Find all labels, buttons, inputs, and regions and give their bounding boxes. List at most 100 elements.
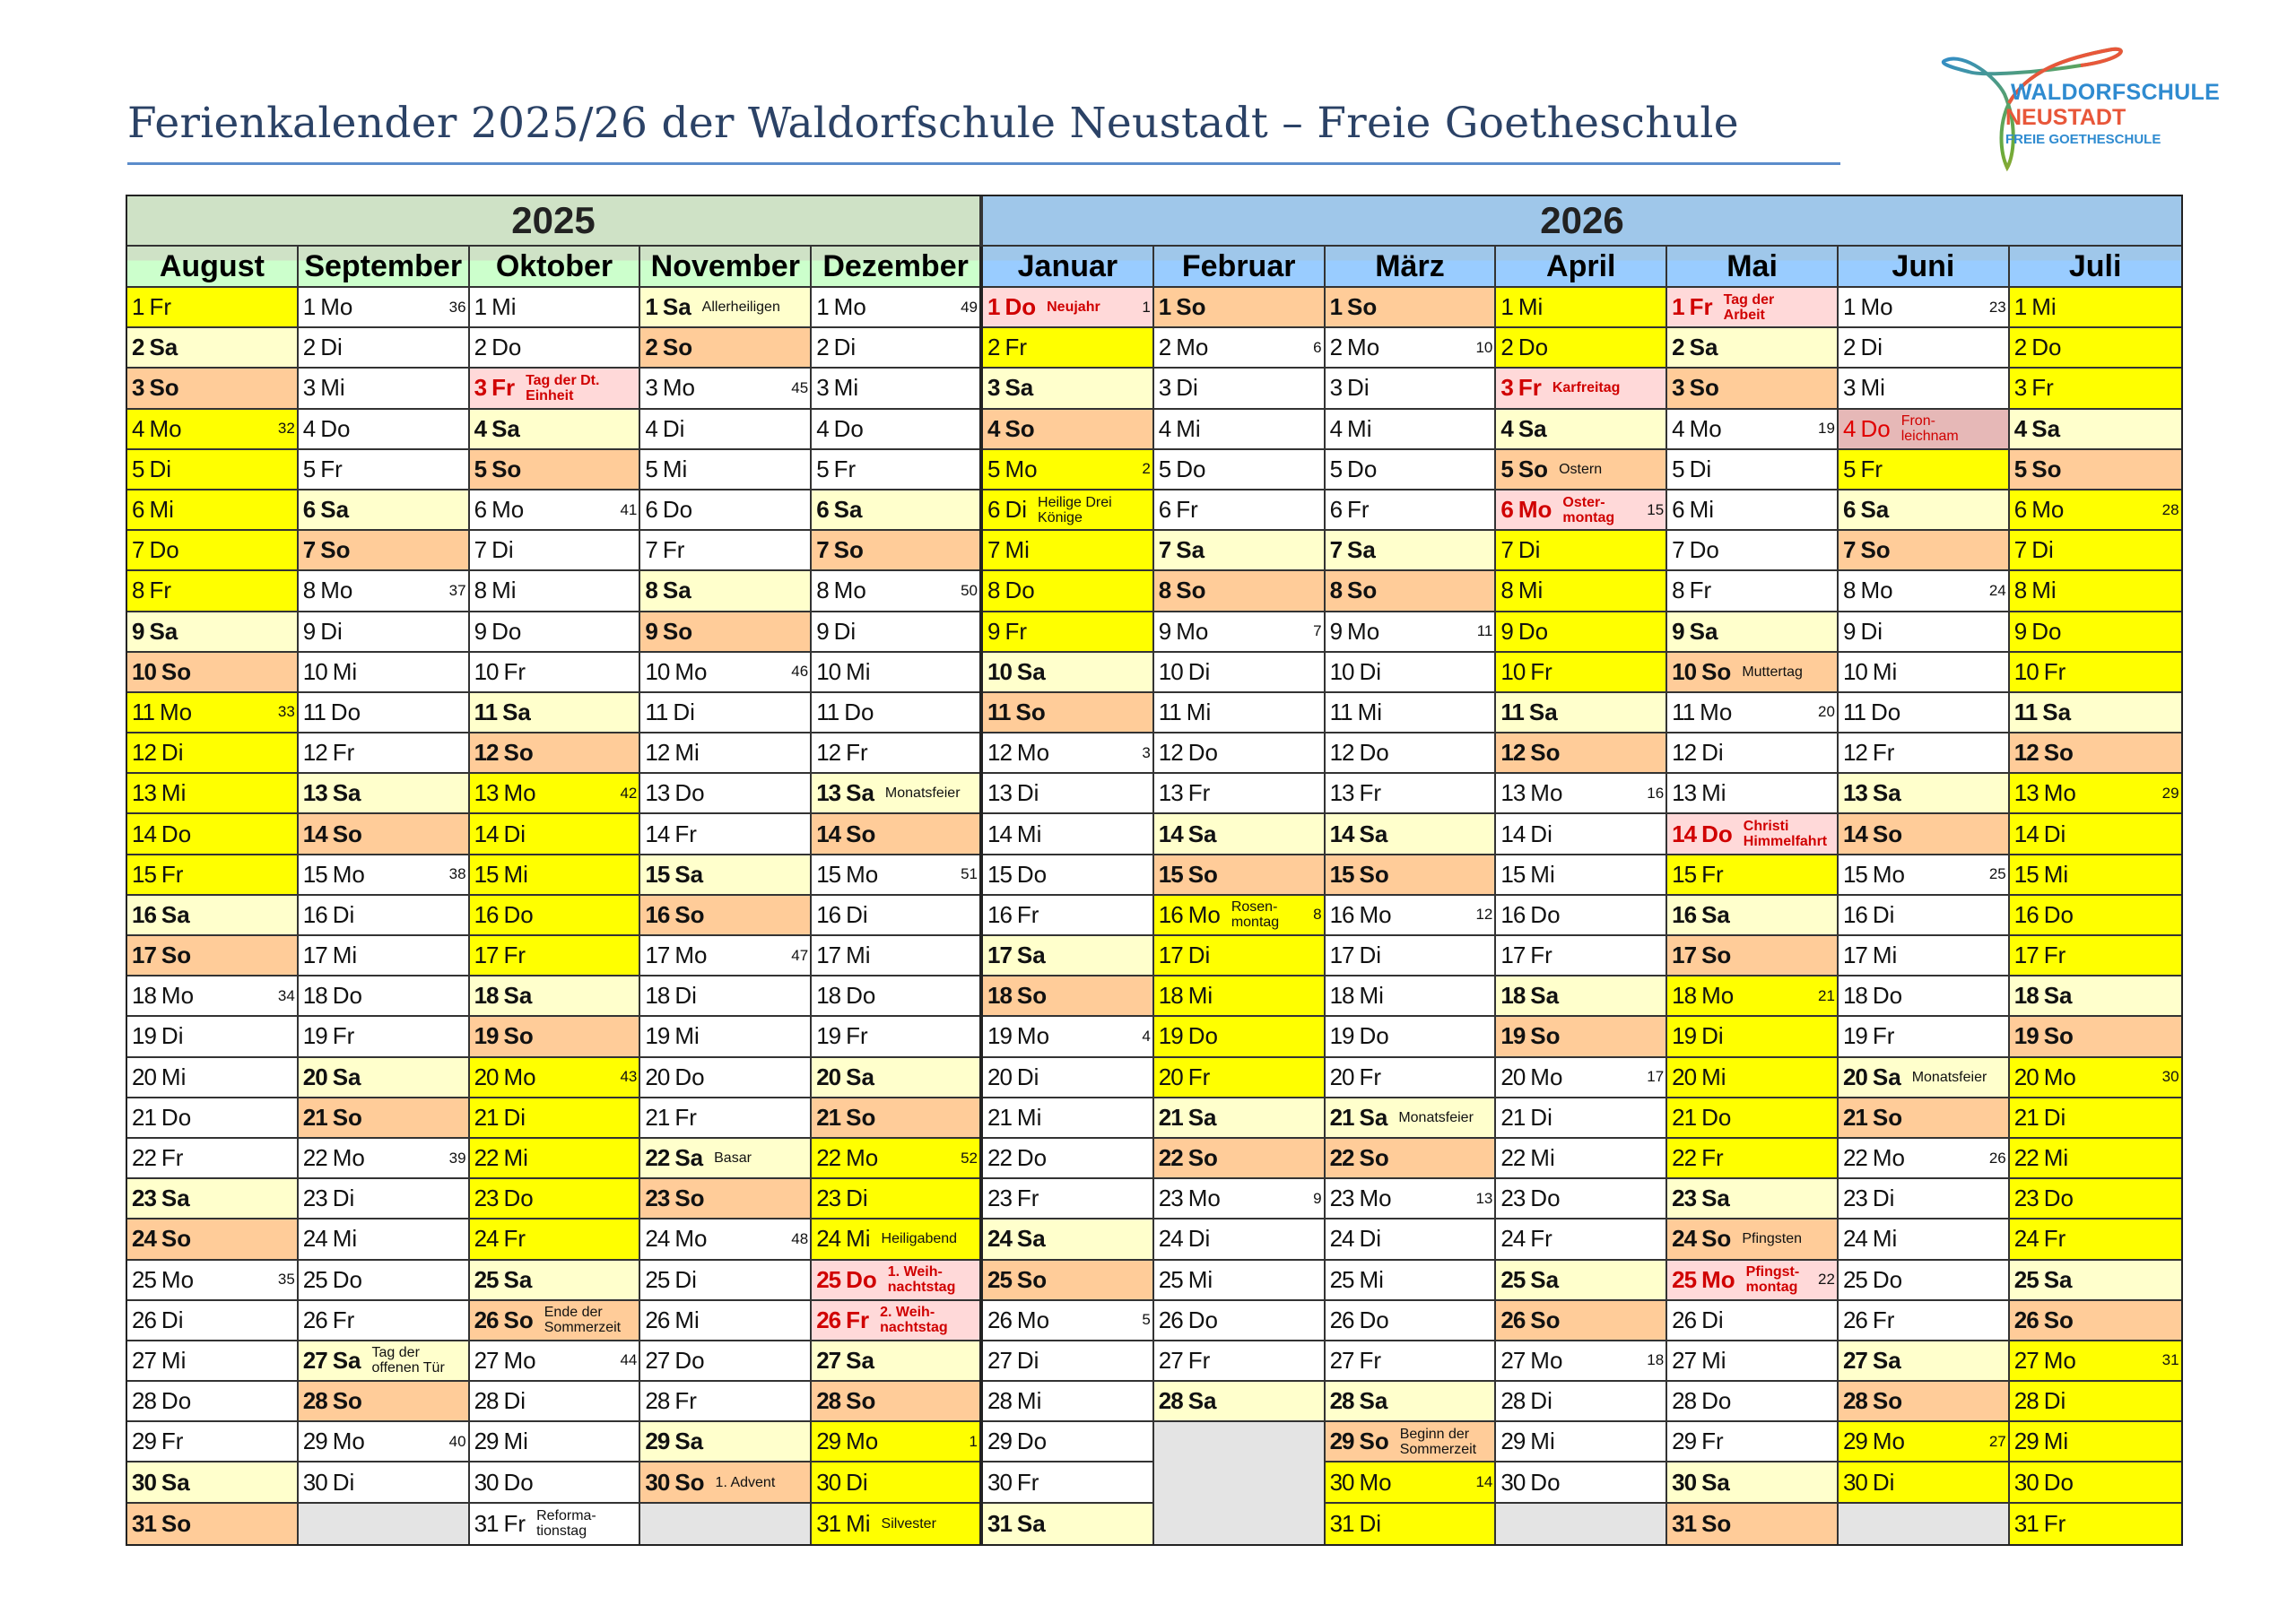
day-number: 12 (1158, 739, 1184, 767)
day-cell: 23 Do (1496, 1179, 1666, 1220)
day-number: 14 (2013, 820, 2039, 847)
day-cell: 14 So (1838, 814, 2008, 855)
day-cell: 10 Mo 46 (640, 652, 811, 693)
week-number: 39 (448, 1149, 466, 1167)
day-cell: 12 Fr (812, 733, 979, 775)
day-number: 7 (987, 536, 1001, 564)
weekday: Fr (1701, 1428, 1724, 1455)
weekday: Fr (1016, 1185, 1039, 1212)
day-number: 9 (645, 617, 658, 645)
day-number: 10 (645, 657, 670, 685)
day-number: 29 (645, 1428, 670, 1455)
month-column: August 1 Fr 2 Sa 3 So 4 Mo 32 5 Di 6 Mi 7 Do 8 Fr 9 Sa 10 So 1… (127, 247, 299, 1544)
weekday: So (332, 820, 362, 847)
week-number: 13 (1475, 1189, 1493, 1207)
day-cell: 4 Sa (2009, 409, 2181, 450)
day-number: 11 (474, 698, 498, 725)
day-cell: 27 Di (982, 1341, 1152, 1383)
day-cell: 23 So (640, 1179, 811, 1220)
day-cell: 11 Mi (1325, 692, 1495, 734)
day-number: 13 (816, 779, 841, 807)
day-cell: 23 Di (298, 1179, 468, 1220)
weekday: So (503, 739, 534, 767)
weekday: Fr (1530, 657, 1552, 685)
day-cell: 1 Mo 36 (298, 288, 468, 329)
weekday: Mo (1016, 1306, 1050, 1333)
day-cell: 11 Mo 33 (127, 692, 297, 734)
weekday: Di (2043, 1103, 2066, 1131)
day-cell: 25 Sa (2009, 1260, 2181, 1301)
weekday: So (1872, 820, 1903, 847)
week-number: 20 (1818, 703, 1835, 721)
day-cell: 10 Fr (469, 652, 639, 693)
weekday: Di (320, 334, 343, 361)
weekday: Do (1016, 1144, 1048, 1172)
day-number: 14 (816, 820, 841, 847)
day-number: 1 (1842, 293, 1857, 321)
weekday: Fr (1701, 1144, 1724, 1172)
day-number: 29 (132, 1428, 157, 1455)
weekday: Di (1701, 1306, 1724, 1333)
day-cell: 20 Do (640, 1057, 811, 1098)
day-number: 18 (1842, 982, 1868, 1010)
day-number: 21 (987, 1103, 1013, 1131)
weekday: Do (674, 779, 705, 807)
day-number: 14 (1842, 820, 1868, 847)
day-number: 24 (1500, 1225, 1526, 1253)
day-number: 27 (132, 1346, 157, 1374)
day-number: 18 (474, 982, 500, 1010)
day-cell: 1 Sa Allerheiligen (640, 288, 811, 329)
day-number: 12 (1842, 739, 1868, 767)
day-number: 25 (645, 1265, 670, 1293)
day-cell: 3 So (127, 369, 297, 410)
day-number: 22 (645, 1144, 670, 1172)
day-cell: 28 Di (2009, 1382, 2181, 1423)
day-note: Monatsfeier (884, 785, 961, 802)
weekday: Mo (1347, 617, 1380, 645)
day-number: 28 (1842, 1387, 1868, 1415)
day-number: 20 (1329, 1063, 1355, 1090)
weekday: So (1359, 1428, 1389, 1455)
weekday: Mo (1701, 1265, 1735, 1293)
day-cell: 26 Fr 2. Weih- nachtstag (812, 1300, 979, 1341)
month-column: Mai 1 Fr Tag der Arbeit 2 Sa 3 So 4 Mo 19 5 Di 6 Mi 7 Do… (1667, 247, 1839, 1544)
day-cell: 17 So (1667, 936, 1837, 977)
day-number: 15 (1329, 860, 1355, 888)
day-number: 24 (2013, 1225, 2039, 1253)
day-cell: 15 So (1153, 855, 1324, 896)
day-cell: 6 Sa (1838, 490, 2008, 532)
month-column: Juni 1 Mo 23 2 Di 3 Mi 4 Do Fron- leichnam 5 Fr 6 Sa 7 S… (1838, 247, 2010, 1544)
weekday: Do (674, 1346, 705, 1374)
week-number: 46 (791, 663, 809, 681)
day-number: 15 (302, 860, 328, 888)
day-cell: 18 Mo 34 (127, 976, 297, 1018)
year-header-2026: 2026 (983, 196, 2181, 247)
day-cell: 17 Sa (982, 936, 1152, 977)
weekday: Mo (674, 657, 708, 685)
day-number: 1 (645, 293, 658, 321)
weekday: So (2043, 1022, 2074, 1050)
day-number: 16 (132, 900, 157, 928)
week-number: 22 (1818, 1271, 1835, 1289)
day-cell: 13 Sa Monatsfeier (812, 774, 979, 815)
day-cell: 4 Di (640, 409, 811, 450)
day-number: 23 (1842, 1185, 1868, 1212)
day-cell: 15 Mo 51 (812, 855, 979, 896)
day-number: 16 (987, 900, 1013, 928)
day-cell: 28 Di (469, 1382, 639, 1423)
day-cell: 13 Mo 42 (469, 774, 639, 815)
day-number: 10 (1842, 657, 1868, 685)
weekday: So (1530, 1306, 1561, 1333)
day-cell: 1 Fr Tag der Arbeit (1667, 288, 1837, 329)
day-note: Reforma- tionstag (536, 1508, 596, 1540)
day-cell: 29 Mi (2009, 1422, 2181, 1463)
week-number: 49 (961, 298, 978, 316)
weekday: Fr (1187, 779, 1211, 807)
weekday: Sa (1004, 374, 1034, 402)
weekday: Fr (1860, 455, 1883, 482)
weekday: Di (673, 698, 695, 725)
day-number: 28 (132, 1387, 157, 1415)
day-number: 13 (1329, 779, 1355, 807)
day-number: 9 (1329, 617, 1344, 645)
day-cell: 24 Fr (1496, 1219, 1666, 1261)
